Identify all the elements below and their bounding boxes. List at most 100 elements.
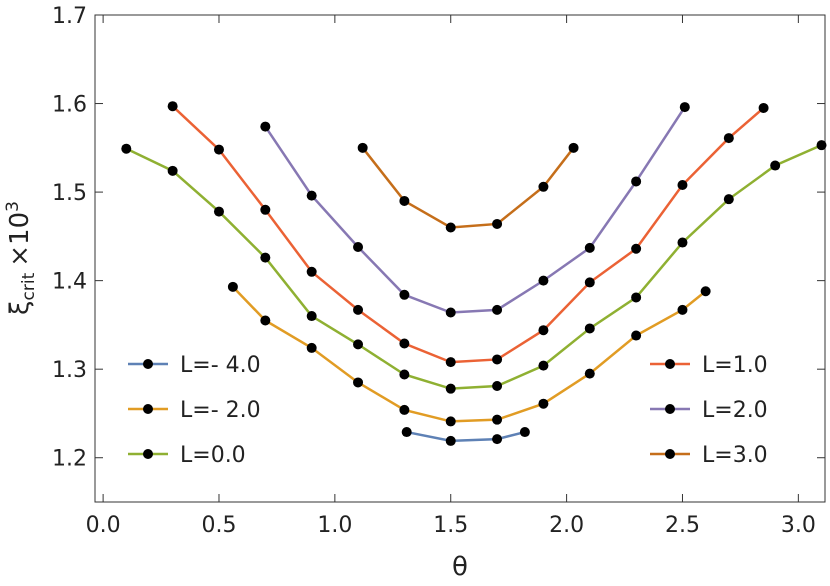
data-point	[492, 434, 503, 445]
y-tick-label: 1.4	[52, 270, 87, 295]
data-point	[306, 311, 317, 322]
data-point	[357, 142, 368, 153]
y-axis-label: ξcrit ×103	[3, 201, 39, 315]
data-point	[353, 377, 364, 388]
legend-label: L=3.0	[702, 443, 768, 468]
data-point	[492, 354, 503, 365]
legend-marker	[143, 404, 153, 414]
y-label-subscript: crit	[19, 272, 39, 300]
data-point	[538, 181, 549, 192]
data-point	[770, 160, 781, 171]
legend-marker	[665, 449, 675, 459]
data-point	[584, 368, 595, 379]
data-point	[121, 143, 132, 154]
data-point	[399, 404, 410, 415]
legend-label: L=0.0	[180, 443, 246, 468]
data-point	[758, 102, 769, 113]
data-point	[260, 252, 271, 263]
data-point	[445, 416, 456, 427]
legend-label: L=1.0	[702, 353, 768, 378]
data-point	[631, 330, 642, 341]
x-tick-label: 2.5	[665, 513, 700, 538]
x-tick-label: 1.0	[317, 513, 352, 538]
data-point	[816, 140, 827, 151]
data-point	[167, 101, 178, 112]
legend-marker	[665, 404, 675, 414]
y-tick-label: 1.2	[52, 447, 87, 472]
data-point	[445, 383, 456, 394]
data-point	[445, 357, 456, 368]
y-tick-label: 1.7	[52, 4, 87, 29]
data-point	[260, 121, 271, 132]
series-line	[171, 105, 765, 364]
data-point	[700, 286, 711, 297]
data-point	[353, 304, 364, 315]
data-point	[213, 206, 224, 217]
data-point	[631, 243, 642, 254]
legend-label: L=- 4.0	[180, 353, 261, 378]
data-point	[519, 427, 530, 438]
x-tick-label: 0.5	[201, 513, 236, 538]
data-point	[445, 435, 456, 446]
data-point	[679, 102, 690, 113]
series-line	[406, 430, 526, 443]
data-point	[353, 241, 364, 252]
data-point	[723, 133, 734, 144]
data-point	[260, 315, 271, 326]
y-label-symbol: ξ	[5, 300, 35, 315]
data-point	[445, 222, 456, 233]
data-point	[538, 325, 549, 336]
data-point	[306, 342, 317, 353]
data-point	[723, 194, 734, 205]
y-label-multiplier: ×10	[5, 212, 35, 267]
data-point	[227, 281, 238, 292]
y-tick-label: 1.3	[52, 358, 87, 383]
legend-marker	[665, 359, 675, 369]
data-point	[306, 266, 317, 277]
data-point	[568, 142, 579, 153]
data-point	[260, 204, 271, 215]
data-point	[492, 304, 503, 315]
data-point	[584, 323, 595, 334]
data-point	[213, 144, 224, 155]
data-point	[492, 218, 503, 229]
plot-frame	[94, 14, 826, 503]
data-point	[538, 275, 549, 286]
data-point	[677, 237, 688, 248]
data-point	[584, 277, 595, 288]
data-point	[401, 427, 412, 438]
legend-marker	[143, 449, 153, 459]
data-point	[306, 190, 317, 201]
series-line	[264, 106, 686, 314]
data-point	[399, 289, 410, 300]
series-line	[125, 144, 823, 390]
data-point	[167, 165, 178, 176]
data-point	[492, 381, 503, 392]
x-tick-label: 3.0	[781, 513, 816, 538]
x-axis-label: θ	[452, 552, 468, 582]
data-point	[631, 176, 642, 187]
x-tick-label: 2.0	[549, 513, 584, 538]
x-tick-label: 0.0	[86, 513, 121, 538]
data-point	[677, 304, 688, 315]
data-point	[445, 307, 456, 318]
data-point	[399, 338, 410, 349]
data-point	[631, 292, 642, 303]
x-tick-label: 1.5	[433, 513, 468, 538]
data-point	[538, 360, 549, 371]
data-point	[538, 398, 549, 409]
data-point	[399, 369, 410, 380]
y-label-exponent: 3	[3, 201, 23, 212]
y-tick-label: 1.5	[52, 181, 87, 206]
series-line	[361, 147, 575, 229]
y-tick-label: 1.6	[52, 93, 87, 118]
series-line	[231, 285, 707, 423]
data-point	[399, 195, 410, 206]
data-point	[492, 414, 503, 425]
legend-marker	[143, 359, 153, 369]
data-point	[353, 339, 364, 350]
data-point	[584, 242, 595, 253]
legend-label: L=2.0	[702, 398, 768, 423]
data-point	[677, 180, 688, 191]
